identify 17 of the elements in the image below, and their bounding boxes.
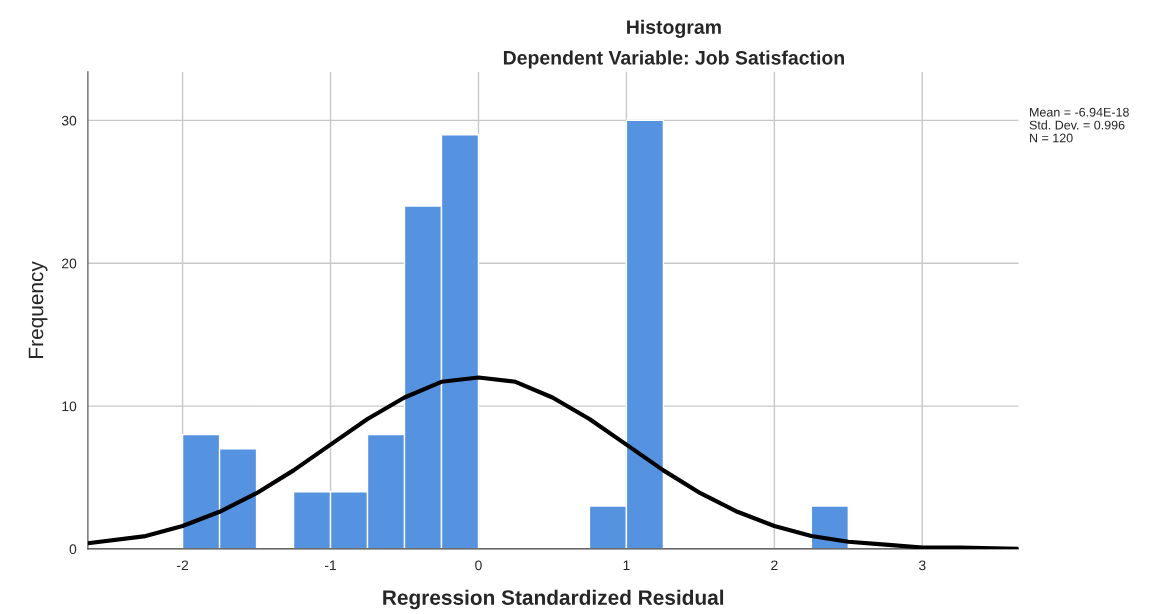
text: Std. Dev. = 0.996 [1029,120,1125,130]
x-tick-label: 2 [771,560,778,571]
chart-title: Histogram [627,19,721,38]
x-tick-label: -1 [324,560,337,571]
x-tick-label: 1 [623,560,630,571]
text: N = 120 [1030,133,1073,143]
y-tick-label: 10 [62,401,77,412]
x-tick-label: 3 [918,560,926,571]
y-axis-title: Frequency [28,261,48,358]
y-tick-label: 30 [61,115,77,126]
x-axis-title: Regression Standardized Residual [383,589,724,610]
y-tick-label: 20 [62,258,77,269]
chart-subtitle: Dependent Variable: Job Satisfaction [503,50,844,69]
text: Mean = -6.94E-18 [1030,107,1129,117]
x-tick-label: 0 [475,560,482,571]
x-tick-label: -2 [177,560,189,571]
y-tick-label: 0 [69,544,77,555]
